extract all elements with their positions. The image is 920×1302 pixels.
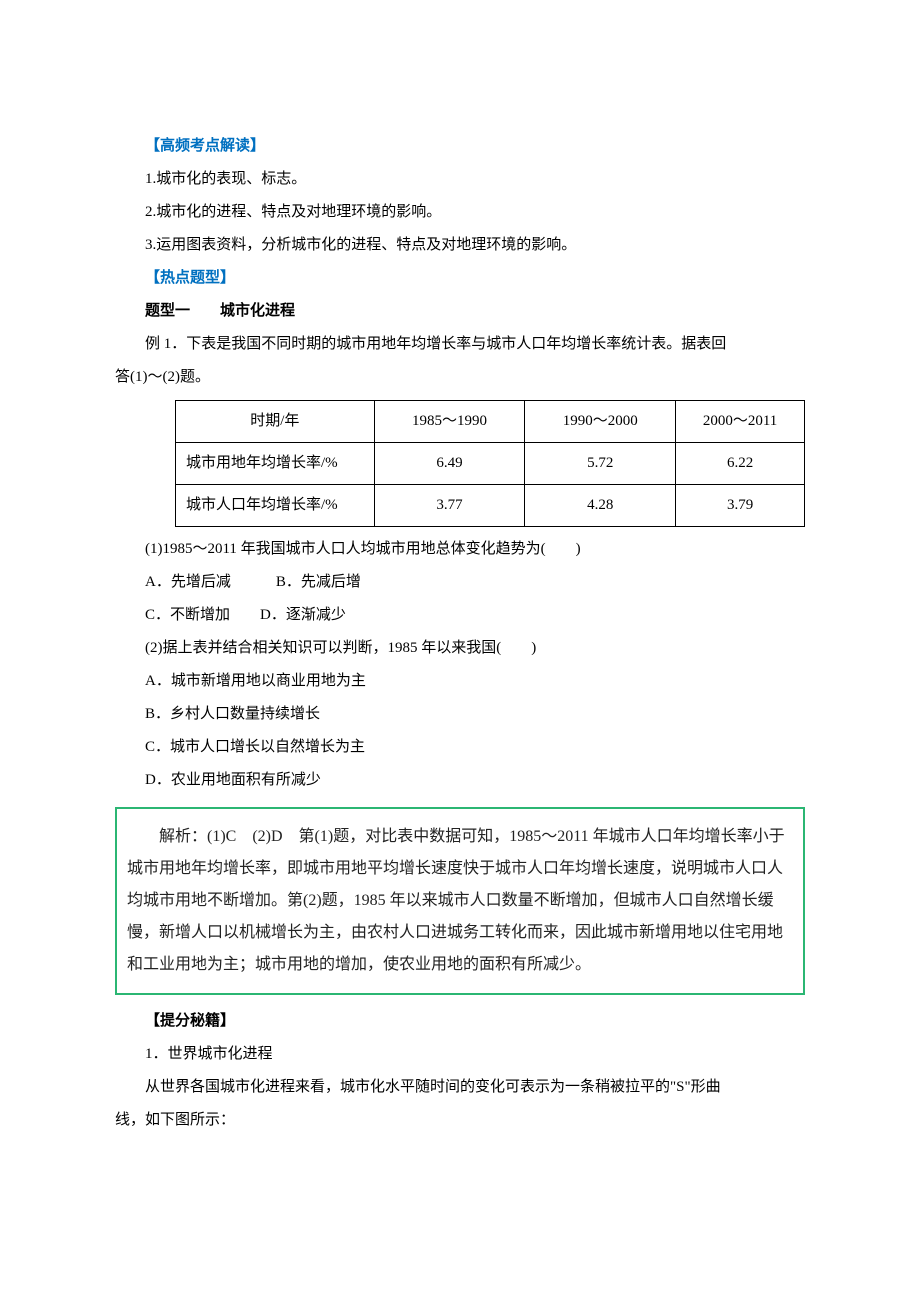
question-2-option-b: B．乡村人口数量持续增长	[115, 698, 805, 731]
growth-rate-table: 时期/年 1985～1990 1990～2000 2000～2011 城市用地年…	[175, 400, 805, 527]
gaopin-item-3: 3.运用图表资料，分析城市化的进程、特点及对地理环境的影响。	[115, 229, 805, 262]
table-row: 时期/年 1985～1990 1990～2000 2000～2011	[176, 401, 805, 443]
table-header-cell: 1990～2000	[525, 401, 676, 443]
example-1-intro-line1: 例 1．下表是我国不同时期的城市用地年均增长率与城市人口年均增长率统计表。据表回	[115, 328, 805, 361]
table-cell: 6.22	[676, 443, 805, 485]
question-1-options-line2: C．不断增加 D．逐渐减少	[115, 599, 805, 632]
table-cell: 6.49	[374, 443, 525, 485]
option-b: B．先减后增	[276, 574, 361, 590]
gaopin-item-1: 1.城市化的表现、标志。	[115, 163, 805, 196]
table-row: 城市人口年均增长率/% 3.77 4.28 3.79	[176, 485, 805, 527]
table-header-cell: 2000～2011	[676, 401, 805, 443]
tifen-desc-line1: 从世界各国城市化进程来看，城市化水平随时间的变化可表示为一条稍被拉平的"S"形曲	[115, 1071, 805, 1104]
tifen-desc-line2: 线，如下图所示：	[115, 1104, 805, 1137]
tifen-item-1: 1．世界城市化进程	[115, 1038, 805, 1071]
section-heading-gaopin: 【高频考点解读】	[115, 130, 805, 163]
option-a: A．先增后减	[145, 574, 231, 590]
question-2: (2)据上表并结合相关知识可以判断，1985 年以来我国( )	[115, 632, 805, 665]
option-c: C．不断增加	[145, 607, 230, 623]
table-cell: 5.72	[525, 443, 676, 485]
question-2-option-a: A．城市新增用地以商业用地为主	[115, 665, 805, 698]
explanation-box: 解析：(1)C (2)D 第(1)题，对比表中数据可知，1985～2011 年城…	[115, 807, 805, 995]
table-row: 城市用地年均增长率/% 6.49 5.72 6.22	[176, 443, 805, 485]
table-cell: 3.79	[676, 485, 805, 527]
question-1: (1)1985～2011 年我国城市人口人均城市用地总体变化趋势为( )	[115, 533, 805, 566]
option-d: D．逐渐减少	[260, 607, 346, 623]
gaopin-item-2: 2.城市化的进程、特点及对地理环境的影响。	[115, 196, 805, 229]
table-cell: 城市用地年均增长率/%	[176, 443, 375, 485]
table-cell: 4.28	[525, 485, 676, 527]
question-2-option-c: C．城市人口增长以自然增长为主	[115, 731, 805, 764]
section-heading-redian: 【热点题型】	[115, 262, 805, 295]
section-heading-tifen: 【提分秘籍】	[115, 1005, 805, 1038]
example-1-intro-line2: 答(1)～(2)题。	[115, 361, 805, 394]
question-1-options-line1: A．先增后减 B．先减后增	[115, 566, 805, 599]
question-2-option-d: D．农业用地面积有所减少	[115, 764, 805, 797]
table-cell: 3.77	[374, 485, 525, 527]
table-header-cell: 时期/年	[176, 401, 375, 443]
document-page: 【高频考点解读】 1.城市化的表现、标志。 2.城市化的进程、特点及对地理环境的…	[0, 0, 920, 1302]
table-cell: 城市人口年均增长率/%	[176, 485, 375, 527]
tixing-1-heading: 题型一 城市化进程	[115, 295, 805, 328]
table-header-cell: 1985～1990	[374, 401, 525, 443]
